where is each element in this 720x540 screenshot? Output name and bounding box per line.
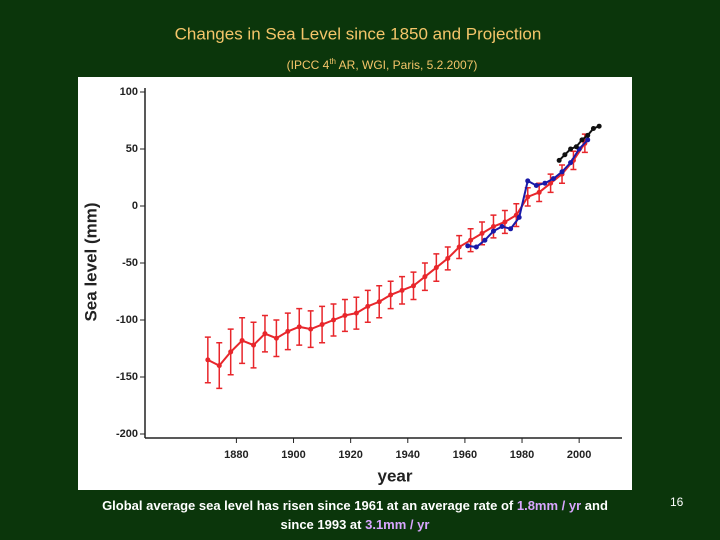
chart-subtitle: (IPCC 4th AR, WGI, Paris, 5.2.2007): [287, 57, 478, 72]
data-point: [473, 244, 479, 250]
x-tick-label: 2000: [567, 449, 591, 461]
y-tick-label: -50: [122, 257, 138, 269]
data-point: [508, 226, 514, 232]
data-point: [542, 180, 548, 186]
x-tick-label: 1980: [510, 449, 534, 461]
data-point: [536, 189, 542, 195]
x-tick-label: 1880: [224, 449, 248, 461]
data-point: [456, 244, 462, 250]
data-point: [550, 176, 556, 182]
data-point: [579, 137, 585, 143]
data-point: [568, 160, 574, 166]
data-point: [516, 214, 522, 220]
data-point: [585, 132, 591, 138]
data-point: [228, 349, 234, 355]
data-point: [568, 146, 574, 152]
footer-text: Global average sea level has risen since…: [102, 498, 517, 513]
data-point: [533, 182, 539, 188]
data-point: [388, 292, 394, 298]
data-point: [262, 331, 268, 337]
x-axis-label: year: [378, 466, 413, 485]
x-tick-label: 1900: [281, 449, 305, 461]
data-point: [285, 328, 291, 334]
data-point: [525, 194, 531, 200]
data-point: [499, 224, 505, 230]
data-point: [273, 335, 279, 341]
slide-number: 16: [670, 495, 684, 509]
data-point: [482, 237, 488, 243]
data-point: [376, 299, 382, 305]
data-point: [319, 322, 325, 328]
data-point: [296, 324, 302, 330]
footer-line: Global average sea level has risen since…: [102, 498, 608, 513]
data-point: [490, 228, 496, 234]
data-point: [468, 237, 474, 243]
footer-text: since 1993 at: [281, 517, 366, 532]
data-point: [559, 169, 565, 175]
data-point: [465, 243, 471, 249]
footer-line: since 1993 at 3.1mm / yr: [281, 517, 430, 532]
data-point: [479, 230, 485, 236]
data-point: [590, 125, 596, 131]
y-tick-label: 50: [126, 143, 138, 155]
chart-panel: [78, 77, 632, 490]
subtitle-part: AR, WGI, Paris, 5.2.2007): [336, 58, 477, 72]
data-point: [596, 123, 602, 129]
chart-title: Changes in Sea Level since 1850 and Proj…: [175, 24, 542, 43]
data-point: [490, 224, 496, 230]
y-tick-label: 100: [120, 86, 138, 98]
y-tick-label: -100: [116, 314, 138, 326]
y-tick-label: 0: [132, 200, 138, 212]
x-tick-label: 1960: [453, 449, 477, 461]
data-point: [365, 303, 371, 309]
footer-text: and: [581, 498, 608, 513]
subtitle-part: (IPCC 4: [287, 58, 330, 72]
data-point: [573, 144, 579, 150]
y-tick-label: -200: [116, 428, 138, 440]
data-point: [422, 274, 428, 280]
y-tick-label: -150: [116, 371, 138, 383]
data-point: [585, 137, 591, 143]
subtitle-sup: th: [329, 57, 336, 66]
data-point: [399, 287, 405, 293]
y-axis-label: Sea level (mm): [81, 202, 100, 321]
footer-highlight: 3.1mm / yr: [365, 517, 429, 532]
data-point: [331, 317, 337, 323]
data-point: [433, 265, 439, 271]
data-point: [445, 255, 451, 261]
data-point: [556, 157, 562, 163]
data-point: [216, 363, 222, 369]
x-tick-label: 1940: [396, 449, 420, 461]
data-point: [342, 312, 348, 318]
data-point: [308, 326, 314, 332]
data-point: [251, 342, 257, 348]
data-point: [502, 219, 508, 225]
x-tick-label: 1920: [338, 449, 362, 461]
data-point: [562, 152, 568, 158]
data-point: [410, 283, 416, 289]
data-point: [353, 310, 359, 316]
data-point: [239, 338, 245, 344]
footer-highlight: 1.8mm / yr: [517, 498, 581, 513]
data-point: [525, 178, 531, 184]
data-point: [205, 357, 211, 363]
